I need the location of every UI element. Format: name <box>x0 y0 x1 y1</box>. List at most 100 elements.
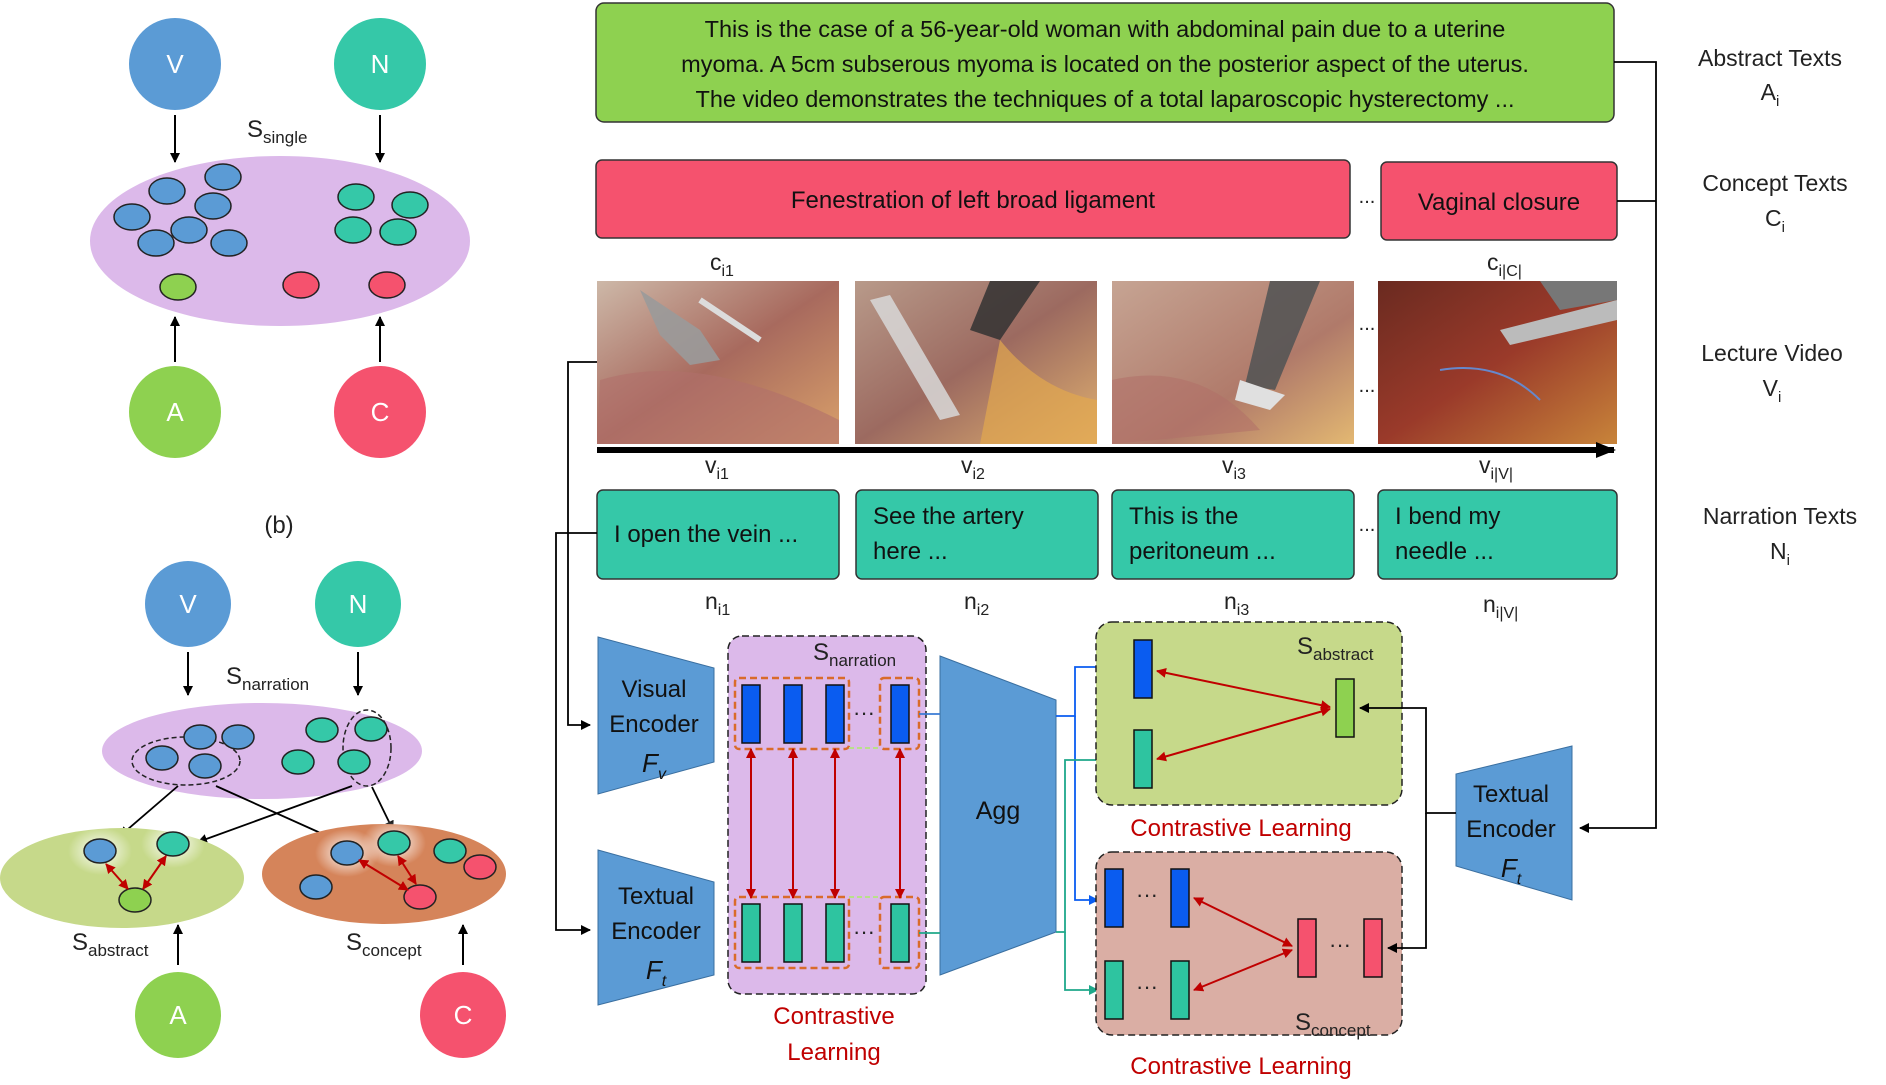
svg-text:Textual: Textual <box>1473 781 1549 808</box>
narrations-to-textual-encoder-line <box>555 532 597 935</box>
textual-encoder-right: Textual Encoder Ft <box>1455 745 1573 901</box>
vector-dots: ··· <box>1136 974 1158 999</box>
concept-dot <box>368 271 406 299</box>
svg-text:C: C <box>371 397 390 427</box>
visual-dot <box>83 838 117 864</box>
visual-dot <box>170 216 208 244</box>
right-label-narration: Narration Texts Ni <box>1703 503 1857 569</box>
narration-label-2: ni2 <box>964 588 989 619</box>
agg-module: Agg <box>939 655 1057 976</box>
concept-ellipsis: ... <box>1359 186 1376 208</box>
abstract-text-box: This is the case of a 56-year-old woman … <box>595 2 1615 123</box>
svg-text:Textual: Textual <box>618 883 694 910</box>
svg-text:A: A <box>166 397 184 427</box>
narration-box-1: I open the vein ... <box>596 489 840 580</box>
narration-dot <box>156 831 190 857</box>
visual-dot <box>137 229 175 257</box>
video-frame-2 <box>855 281 1097 444</box>
vector-dots: ··· <box>853 700 875 725</box>
contrastive-learning-abstract: Contrastive Learning <box>1130 815 1351 842</box>
right-label-abstract: Abstract Texts Ai <box>1698 45 1842 110</box>
svg-text:Ai: Ai <box>1761 79 1780 110</box>
visual-vector <box>1104 868 1124 928</box>
concept-dot <box>403 884 437 910</box>
abstract-to-encoder-line <box>1579 61 1657 833</box>
narration-vector <box>890 903 910 963</box>
svg-text:N: N <box>349 589 368 619</box>
contrastive-learning-concept: Contrastive Learning <box>1130 1053 1351 1080</box>
node-c-b: C <box>420 972 506 1058</box>
narration-box-2: See the artery here ... <box>855 489 1099 580</box>
node-n-b: N <box>315 561 401 647</box>
visual-group-outline <box>131 736 241 786</box>
vector-dots: ··· <box>1329 932 1351 957</box>
svg-text:needle ...: needle ... <box>1395 538 1494 565</box>
visual-vector <box>1133 639 1153 699</box>
narration-dot <box>377 830 411 856</box>
narration-space-dots <box>145 716 388 779</box>
agg-narration-to-concept <box>1064 932 1099 995</box>
visual-vector <box>890 684 910 744</box>
visual-dot <box>113 203 151 231</box>
svg-text:Lecture Video: Lecture Video <box>1701 340 1843 366</box>
visual-vector <box>1170 868 1190 928</box>
single-space-label: Ssingle <box>247 116 307 147</box>
svg-text:V: V <box>166 49 184 79</box>
node-n: N <box>334 18 426 110</box>
narration-dot <box>391 191 429 219</box>
narration-dot <box>379 218 417 246</box>
textual-encoder-left: Textual Encoder Ft <box>597 849 715 1006</box>
video-frame-4 <box>1378 281 1617 444</box>
svg-text:V: V <box>179 589 197 619</box>
vector-dots: ··· <box>1136 882 1158 907</box>
abstract-line-2: myoma. A 5cm subserous myoma is located … <box>681 51 1529 77</box>
node-c: C <box>334 366 426 458</box>
right-label-concept: Concept Texts Ci <box>1702 170 1847 236</box>
narration-box-4: I bend my needle ... <box>1377 489 1618 580</box>
svg-text:peritoneum ...: peritoneum ... <box>1129 538 1276 565</box>
narration-vector <box>741 903 761 963</box>
contrastive-learning-narration-1: Contrastive <box>773 1003 894 1030</box>
video-frame-1 <box>597 281 839 444</box>
narration-vector <box>1104 960 1124 1020</box>
node-v: V <box>129 18 221 110</box>
video-ellipsis: ... <box>1359 313 1376 335</box>
svg-text:Agg: Agg <box>976 797 1020 825</box>
agg-visual-to-concept <box>1074 716 1099 905</box>
svg-text:Ft: Ft <box>646 955 667 990</box>
single-space-dots <box>113 163 429 301</box>
concept-label-last: ci|C| <box>1487 249 1522 280</box>
visual-dot <box>194 192 232 220</box>
encoder-to-abstract-line <box>1359 703 1456 814</box>
abstract-space-box: Sabstract <box>1095 621 1403 806</box>
arrow-visual-to-abstract <box>119 785 179 837</box>
concept-box-last: Vaginal closure <box>1380 161 1618 241</box>
abstract-line-1: This is the case of a 56-year-old woman … <box>705 16 1506 42</box>
visual-dot <box>210 229 248 257</box>
svg-text:Encoder: Encoder <box>1466 816 1555 843</box>
concept-label-first: ci1 <box>710 249 734 280</box>
svg-text:Vaginal closure: Vaginal closure <box>1418 189 1580 216</box>
node-v-b: V <box>145 561 231 647</box>
svg-text:See the artery: See the artery <box>873 503 1024 530</box>
visual-dot <box>330 840 364 866</box>
narration-space-label-left: Snarration <box>226 663 309 694</box>
visual-dot <box>204 163 242 191</box>
svg-text:This is the: This is the <box>1129 503 1238 530</box>
concept-space-label-left: Sconcept <box>346 929 422 960</box>
node-a-b: A <box>135 972 221 1058</box>
narration-ellipsis: ... <box>1359 514 1376 536</box>
narration-dot <box>433 838 467 864</box>
narration-label-3: ni3 <box>1224 588 1249 619</box>
visual-dot <box>299 874 333 900</box>
svg-text:A: A <box>169 1000 187 1030</box>
abstract-vector <box>1335 678 1355 738</box>
narration-box-3: This is the peritoneum ... <box>1111 489 1355 580</box>
narration-dot <box>337 183 375 211</box>
visual-vector <box>741 684 761 744</box>
vector-dots: ··· <box>853 919 875 944</box>
abstract-pull-arrow <box>142 855 167 890</box>
svg-text:Abstract Texts: Abstract Texts <box>1698 45 1842 71</box>
svg-text:N: N <box>371 49 390 79</box>
